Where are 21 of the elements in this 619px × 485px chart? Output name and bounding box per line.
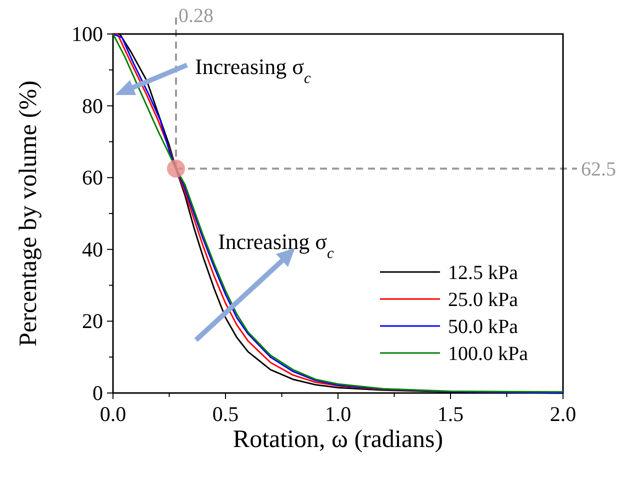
x-tick-label: 0.5 <box>212 402 239 426</box>
y-tick-label: 100 <box>72 22 103 46</box>
y-tick-label: 0 <box>92 381 103 405</box>
x-tick-label: 2.0 <box>550 402 576 426</box>
x-axis-title: Rotation, ω (radians) <box>232 426 444 453</box>
annotation: Increasing σ$_{c}$ <box>195 54 311 86</box>
x-tick-label: 0.0 <box>100 402 126 426</box>
y-axis-title: Percentage by volume (%) <box>15 80 42 346</box>
y-tick-label: 60 <box>82 166 103 190</box>
legend-label: 12.5 kPa <box>448 262 518 284</box>
x-tick-label: 1.0 <box>324 402 352 426</box>
y-tick-label: 20 <box>82 309 103 334</box>
y-tick-label: 40 <box>82 237 103 262</box>
y-tick-label: 80 <box>82 94 103 118</box>
legend-label: 50.0 kPa <box>448 316 518 338</box>
legend-label: 100.0 kPa <box>448 343 528 365</box>
annotation: Increasing σ$_{c}$ <box>218 229 334 262</box>
legend-label: 25.0 kPa <box>448 289 518 311</box>
ref-line-label: 62.5 <box>581 158 616 181</box>
ref-line-label: 0.28 <box>178 5 214 27</box>
x-tick-label: 1.5 <box>437 402 464 426</box>
